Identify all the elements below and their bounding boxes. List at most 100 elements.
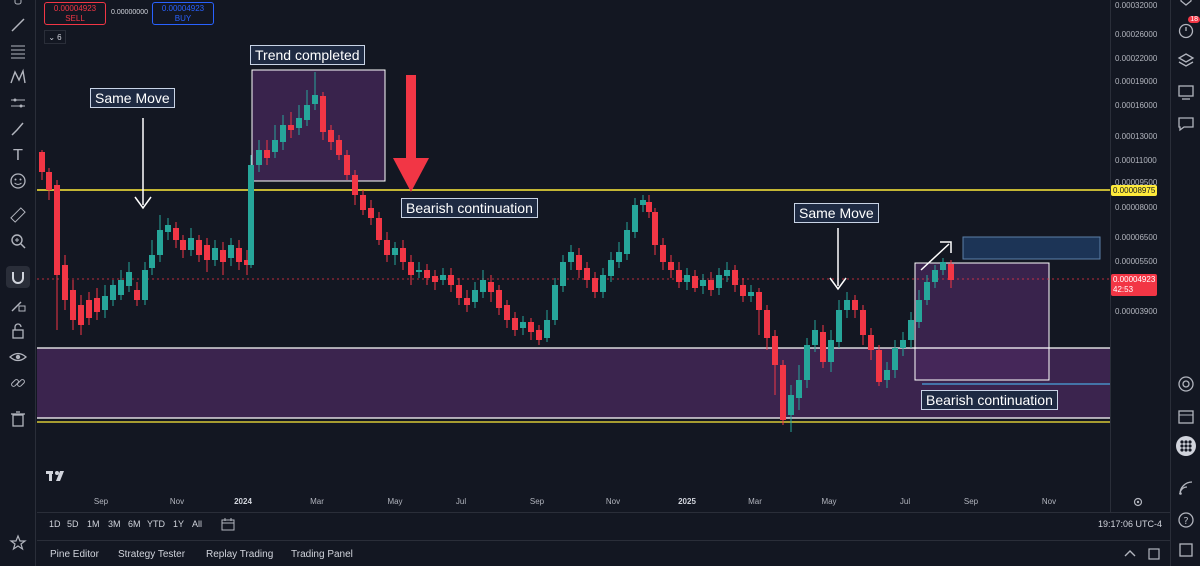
candle-body <box>520 322 526 328</box>
eye-icon[interactable] <box>6 346 30 368</box>
target-icon[interactable] <box>1176 374 1196 394</box>
current-price-tag: 0.00004923 42:53 <box>1111 274 1158 296</box>
notifications-icon[interactable] <box>1176 0 1196 12</box>
chart-canvas[interactable]: 0.00004923 SELL 0.00000000 0.00004923 BU… <box>37 0 1110 512</box>
time-label: Jul <box>455 497 467 506</box>
indicator-toggle[interactable]: ⌄ 6 <box>44 30 66 44</box>
range-button-ytd[interactable]: YTD <box>147 519 165 529</box>
magnet-icon[interactable] <box>6 266 30 288</box>
alerts-icon[interactable]: 18 <box>1176 16 1200 40</box>
time-axis[interactable]: Sep Nov 2024 Mar May Jul Sep Nov 2025 Mar May Jul Se… <box>37 493 1110 511</box>
price-label: 0.00005500 <box>1115 257 1158 266</box>
candle-body <box>248 165 254 265</box>
watchlist-icon[interactable] <box>1176 82 1196 102</box>
trend-line-icon[interactable] <box>6 14 30 36</box>
star-icon[interactable] <box>6 532 30 554</box>
candle-body <box>157 230 163 255</box>
cursor-icon[interactable] <box>6 0 30 10</box>
bottom-tab-pine-editor[interactable]: Pine Editor <box>50 549 99 560</box>
calendar-icon[interactable] <box>1176 406 1196 426</box>
candle-body <box>432 276 438 282</box>
bar-countdown: 42:53 <box>1113 285 1134 294</box>
candle-body <box>796 380 802 398</box>
signal-icon[interactable] <box>1176 478 1196 498</box>
trend-completed-zone <box>251 69 386 182</box>
candle-body <box>592 278 598 292</box>
price-label: 0.00011000 <box>1115 156 1157 165</box>
candle-body <box>884 370 890 380</box>
pattern-icon[interactable] <box>6 66 30 88</box>
bottom-tab-trading-panel[interactable]: Trading Panel <box>291 549 353 560</box>
sell-button[interactable]: 0.00004923 SELL <box>44 2 106 25</box>
candle-body <box>456 285 462 298</box>
candle-body <box>616 252 622 262</box>
candle-body <box>836 310 842 342</box>
candle-body <box>544 320 550 338</box>
fib-icon[interactable] <box>6 40 30 62</box>
bottom-tab-replay-trading[interactable]: Replay Trading <box>206 549 274 560</box>
candle-body <box>732 270 738 285</box>
price-label: 0.00013000 <box>1115 132 1158 141</box>
candle-body <box>280 125 286 142</box>
annotation-bearish-top[interactable]: Bearish continuation <box>401 198 538 218</box>
range-button-1y[interactable]: 1Y <box>173 519 185 529</box>
range-button-1d[interactable]: 1D <box>49 519 61 529</box>
candle-body <box>764 310 770 338</box>
candle-body <box>70 290 76 320</box>
maximize-panel-icon[interactable] <box>1147 547 1161 561</box>
emoji-icon[interactable] <box>6 170 30 192</box>
annotation-same-move-right[interactable]: Same Move <box>794 203 879 223</box>
candle-body <box>142 270 148 300</box>
range-button-5d[interactable]: 5D <box>67 519 79 529</box>
range-button-6m[interactable]: 6M <box>128 519 141 529</box>
candle-body <box>78 305 84 325</box>
date-range-icon[interactable] <box>221 518 235 531</box>
candle-body <box>640 200 646 205</box>
text-icon[interactable]: T <box>13 146 23 164</box>
range-bar: 1D 5D 1M 3M 6M YTD 1Y All 19:17:06 UTC-4 <box>37 512 1170 536</box>
candle-body <box>772 336 778 365</box>
range-button-1m[interactable]: 1M <box>87 519 100 529</box>
brush-icon[interactable] <box>6 118 30 140</box>
link-icon[interactable] <box>6 372 30 394</box>
measure-icon[interactable] <box>6 92 30 114</box>
candlestick-chart[interactable] <box>37 0 1110 512</box>
candle-body <box>932 270 938 282</box>
annotation-bearish-bottom[interactable]: Bearish continuation <box>921 390 1058 410</box>
candle-body <box>188 238 194 250</box>
collapse-up-icon[interactable] <box>1123 547 1137 561</box>
range-button-all[interactable]: All <box>192 519 203 529</box>
range-button-3m[interactable]: 3M <box>108 519 121 529</box>
candle-body <box>924 282 930 300</box>
apps-icon[interactable] <box>1176 436 1196 456</box>
candle-body <box>692 276 698 288</box>
price-label: 0.00032000 <box>1115 1 1158 10</box>
clock[interactable]: 19:17:06 UTC-4 <box>1097 519 1162 529</box>
lock-icon[interactable] <box>6 320 30 342</box>
ruler-icon[interactable] <box>6 204 30 226</box>
help-icon[interactable]: ? <box>1176 510 1196 530</box>
candle-body <box>600 275 606 292</box>
candle-body <box>288 125 294 130</box>
candle-body <box>320 96 326 132</box>
annotation-trend-completed[interactable]: Trend completed <box>250 45 365 65</box>
candle-body <box>584 268 590 280</box>
buy-button[interactable]: 0.00004923 BUY <box>152 2 214 25</box>
zoom-icon[interactable] <box>6 230 30 252</box>
annotation-same-move-left[interactable]: Same Move <box>90 88 175 108</box>
settings-gear-icon[interactable] <box>1132 495 1144 507</box>
layers-icon[interactable] <box>1176 50 1196 70</box>
price-scale[interactable]: 0.00032000 0.00026000 0.00022000 0.00019000… <box>1110 0 1170 512</box>
chat-icon[interactable] <box>1176 114 1196 134</box>
trash-icon[interactable] <box>6 408 30 430</box>
candle-body <box>716 275 722 288</box>
candle-body <box>149 255 155 268</box>
time-label: Sep <box>963 497 979 506</box>
candle-body <box>700 280 706 286</box>
chart-toggle-icon[interactable] <box>1176 540 1196 560</box>
lock-drawing-icon[interactable] <box>6 294 30 316</box>
bottom-tab-strategy-tester[interactable]: Strategy Tester <box>118 549 186 560</box>
candle-body <box>568 252 574 262</box>
candle-body <box>684 275 690 282</box>
candle-body <box>360 195 366 210</box>
